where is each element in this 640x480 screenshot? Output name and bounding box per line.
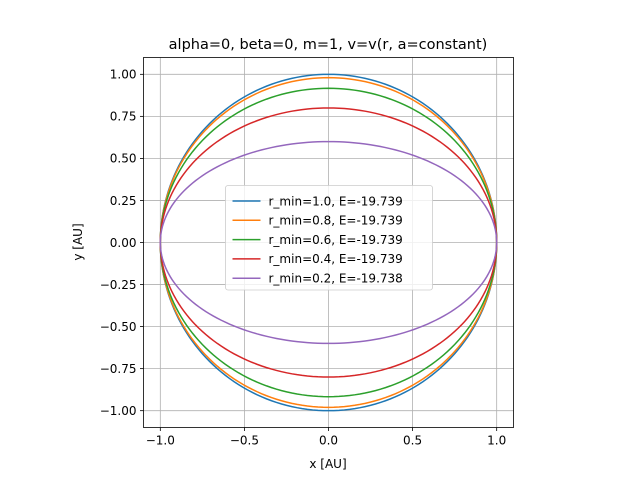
y-tick-label: −0.50 (100, 320, 137, 334)
y-tick-label: 0.25 (110, 194, 137, 208)
chart-title: alpha=0, beta=0, m=1, v=v(r, a=constant) (169, 37, 488, 53)
legend-label: r_min=0.6, E=-19.739 (269, 233, 403, 247)
legend-label: r_min=0.2, E=-19.738 (269, 272, 403, 286)
legend-label: r_min=1.0, E=-19.739 (269, 194, 403, 208)
y-tick-label: 1.00 (110, 68, 137, 82)
legend: r_min=1.0, E=-19.739 r_min=0.8, E=-19.739… (225, 185, 433, 291)
legend-label: r_min=0.4, E=-19.739 (269, 252, 403, 266)
x-axis-label: x [AU] (309, 457, 346, 471)
series-layer (159, 73, 498, 412)
y-tick-label: −0.75 (100, 362, 137, 376)
x-tick-label: −0.5 (230, 434, 259, 448)
x-tick-label: 0.5 (403, 434, 422, 448)
x-tick-label: 1.0 (487, 434, 506, 448)
y-tick-label: 0.00 (110, 236, 137, 250)
y-tick-label: −1.00 (100, 404, 137, 418)
y-axis-label: y [AU] (71, 223, 85, 260)
y-tick-label: 0.75 (110, 110, 137, 124)
legend-label: r_min=0.8, E=-19.739 (269, 214, 403, 228)
y-tick-label: 0.50 (110, 152, 137, 166)
x-tick-label: −1.0 (146, 434, 175, 448)
y-ticks: −1.00 −0.75 −0.50 −0.25 0.00 0.25 0.50 0.75 1.00 (100, 68, 144, 418)
legend-box (225, 185, 433, 291)
x-ticks: −1.0 −0.5 0.0 0.5 1.0 (146, 427, 506, 448)
y-tick-label: −0.25 (100, 278, 137, 292)
series-line-5 (159, 140, 498, 345)
x-tick-label: 0.0 (319, 434, 338, 448)
